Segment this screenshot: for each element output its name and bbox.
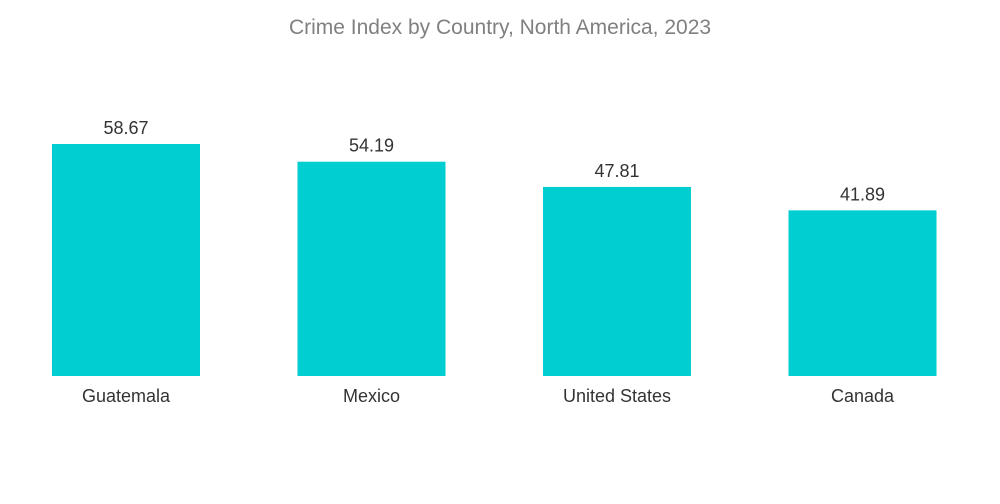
category-label-guatemala: Guatemala — [82, 386, 171, 406]
bar-canada — [788, 210, 937, 376]
chart-title: Crime Index by Country, North America, 2… — [288, 16, 712, 39]
value-label-canada: 41.89 — [840, 184, 885, 204]
value-label-mexico: 54.19 — [349, 136, 394, 156]
value-label-united-states: 47.81 — [594, 161, 639, 181]
value-label-guatemala: 58.67 — [103, 118, 148, 138]
category-label-mexico: Mexico — [343, 386, 400, 406]
bar-mexico — [297, 161, 446, 376]
category-label-united-states: United States — [563, 386, 671, 406]
category-label-canada: Canada — [831, 386, 895, 406]
bar-united-states — [543, 186, 691, 376]
bar-guatemala — [52, 144, 200, 376]
